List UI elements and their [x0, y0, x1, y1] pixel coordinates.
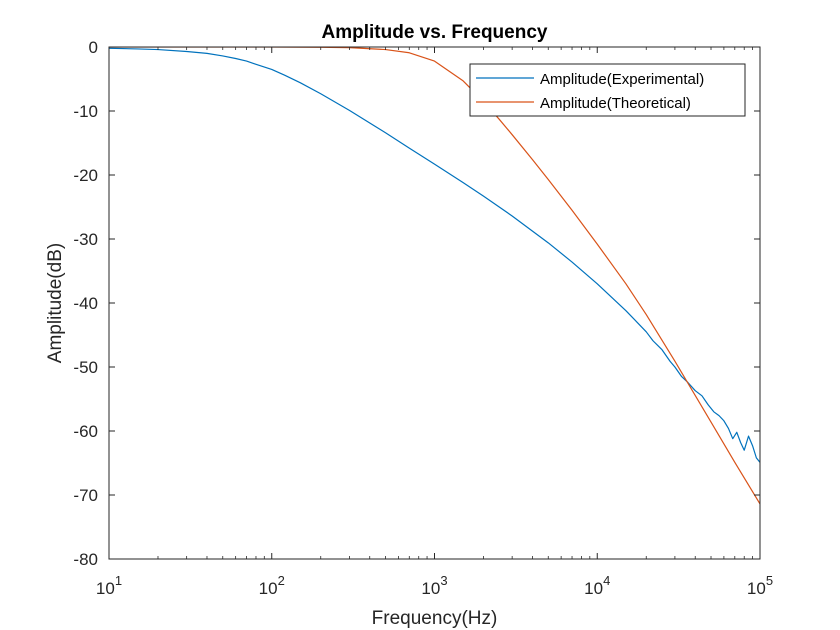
legend-box	[469, 63, 746, 117]
ticks-layer: 101 102 103 104 105 0 -10 -20 -30 -40 -50 -60 -70 -80	[73, 38, 773, 598]
x-tick-label: 101	[96, 573, 122, 598]
y-tick-label: -50	[73, 358, 98, 377]
legend-label-theoretical: Amplitude(Theoretical)	[540, 95, 691, 112]
y-tick-label: -60	[73, 422, 98, 441]
x-tick-label: 102	[259, 573, 285, 598]
chart-title: Amplitude vs. Frequency	[322, 22, 548, 43]
y-tick-label: -70	[73, 486, 98, 505]
plot-area	[109, 47, 760, 559]
y-tick-label: -30	[73, 230, 98, 249]
x-axis-label: Frequency(Hz)	[372, 608, 498, 629]
legend: Amplitude(Experimental) Amplitude(Theore…	[469, 63, 746, 117]
series-line-experimental	[109, 47, 760, 463]
y-tick-label: -80	[73, 550, 98, 569]
x-tick-label: 103	[421, 573, 447, 598]
legend-label-experimental: Amplitude(Experimental)	[540, 71, 704, 88]
y-tick-label: 0	[89, 38, 98, 57]
x-tick-label: 105	[747, 573, 773, 598]
y-tick-label: -40	[73, 294, 98, 313]
y-axis-label: Amplitude(dB)	[45, 243, 66, 363]
y-tick-label: -20	[73, 166, 98, 185]
y-tick-label: -10	[73, 102, 98, 121]
x-tick-label: 104	[584, 573, 610, 598]
